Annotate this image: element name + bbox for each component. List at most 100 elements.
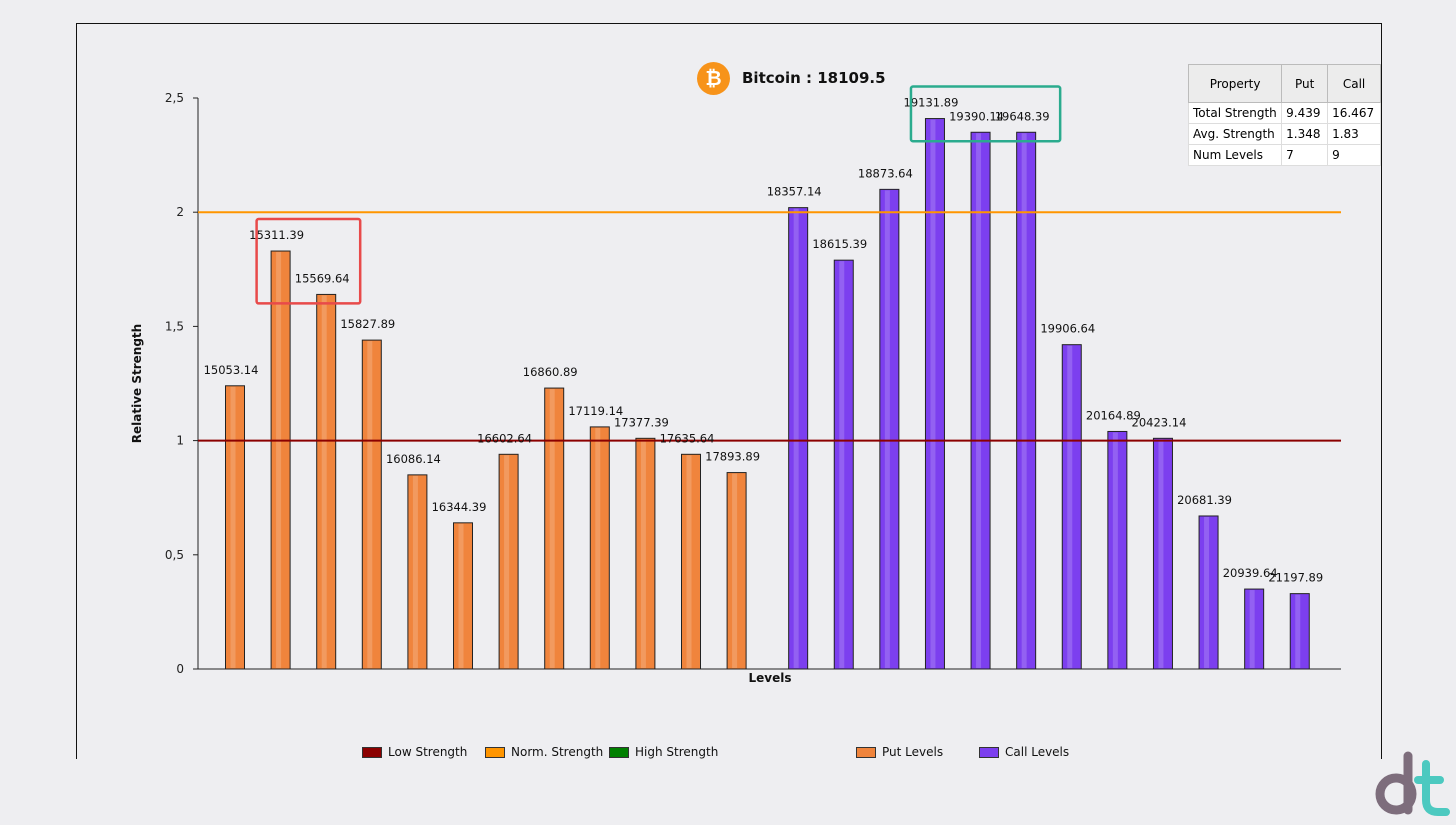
bar-call xyxy=(1244,588,1265,670)
bar-call xyxy=(1289,593,1310,670)
highlight-box xyxy=(255,217,362,305)
y-tick-label: 1 xyxy=(176,434,184,448)
legend-swatch-put xyxy=(856,746,876,758)
bar-highlight xyxy=(976,133,982,668)
legend-label: Low Strength xyxy=(388,745,468,759)
bar-put xyxy=(635,437,656,670)
table-cell: Num Levels xyxy=(1187,144,1283,166)
legend-swatch-high xyxy=(609,746,629,758)
bar-call xyxy=(1061,344,1082,670)
legend-label: Norm. Strength xyxy=(511,745,604,759)
bar-value-label: 16086.14 xyxy=(386,452,441,466)
bar-value-label: 15827.89 xyxy=(340,317,395,331)
bar-highlight xyxy=(504,455,510,668)
table-header-row: Property Put Call xyxy=(1187,64,1381,103)
table-cell: 16.467 xyxy=(1327,102,1381,124)
table-header-put: Put xyxy=(1281,64,1329,103)
bar-highlight xyxy=(549,389,555,668)
legend-label: High Strength xyxy=(635,745,719,759)
table-cell: 7 xyxy=(1281,144,1329,166)
y-tick-label: 0 xyxy=(176,662,184,676)
bar-highlight xyxy=(793,208,799,668)
bar-value-label: 15311.39 xyxy=(249,228,304,242)
y-tick-label: 2 xyxy=(176,205,184,219)
bar-value-label: 18873.64 xyxy=(858,166,913,180)
bar-highlight xyxy=(1295,594,1301,668)
bar-highlight xyxy=(732,473,738,668)
legend-label: Put Levels xyxy=(882,745,944,759)
y-tick-label: 0,5 xyxy=(165,548,184,562)
legend-put-levels: Put Levels xyxy=(856,745,943,759)
legend-label: Call Levels xyxy=(1005,745,1070,759)
y-axis-title: Relative Strength xyxy=(130,324,144,443)
bar-value-label: 16860.89 xyxy=(523,365,578,379)
bar-highlight xyxy=(230,386,236,668)
table-row: Total Strength 9.439 16.467 xyxy=(1187,102,1381,124)
bar-value-label: 17893.89 xyxy=(705,450,760,464)
bar-put xyxy=(726,472,747,670)
legend-norm-strength: Norm. Strength xyxy=(485,745,603,759)
bar-put xyxy=(316,293,337,670)
y-tick-label: 2,5 xyxy=(165,91,184,105)
highlight-box xyxy=(909,85,1062,143)
bar-highlight xyxy=(1158,439,1164,668)
bar-put xyxy=(361,339,382,670)
table-header-property: Property xyxy=(1187,64,1283,103)
bar-value-label: 19906.64 xyxy=(1040,322,1095,336)
bar-value-label: 18615.39 xyxy=(812,237,867,251)
bar-highlight xyxy=(839,261,845,668)
bar-value-label: 18357.14 xyxy=(767,185,822,199)
table-cell: 9.439 xyxy=(1281,102,1329,124)
chart-frame: 0 0,5 1 1,5 2 2,5 Relative Strength Levels 15053… xyxy=(76,23,1382,759)
bar-put xyxy=(589,426,610,670)
x-axis-title: Levels xyxy=(748,671,791,685)
bar-highlight xyxy=(1021,133,1027,668)
bar-highlight xyxy=(1112,432,1118,668)
y-tick-label: 1,5 xyxy=(165,319,184,333)
legend-swatch-low xyxy=(362,746,382,758)
bar-highlight xyxy=(367,341,373,668)
legend-high-strength: High Strength xyxy=(609,745,718,759)
bar-value-label: 17635.64 xyxy=(660,431,715,445)
bar-value-label: 20164.89 xyxy=(1086,408,1141,422)
stats-table: Property Put Call Total Strength 9.439 1… xyxy=(1187,64,1381,166)
bar-value-label: 16344.39 xyxy=(432,500,487,514)
bar-value-label: 19390.14 xyxy=(949,109,1004,123)
bar-call xyxy=(970,131,991,670)
bar-value-label: 15053.14 xyxy=(204,363,259,377)
bar-call xyxy=(1152,437,1173,670)
bar-value-label: 17119.14 xyxy=(568,404,623,418)
bar-put xyxy=(407,474,428,670)
legend-call-levels: Call Levels xyxy=(979,745,1069,759)
bar-put xyxy=(681,453,701,670)
bar-highlight xyxy=(412,475,418,668)
table-row: Num Levels 7 9 xyxy=(1187,144,1381,166)
bar-value-label: 16602.64 xyxy=(477,431,532,445)
bar-highlight xyxy=(1204,516,1210,668)
bar-highlight xyxy=(686,455,692,668)
chart-svg: 0 0,5 1 1,5 2 2,5 Relative Strength Levels 15053… xyxy=(130,85,1341,685)
chart-title: Bitcoin : 18109.5 xyxy=(742,69,886,87)
bar-put xyxy=(453,522,473,670)
bar-value-label: 21197.89 xyxy=(1268,571,1323,585)
bar-value-label: 17377.39 xyxy=(614,415,669,429)
bar-highlight xyxy=(276,252,282,668)
bar-put xyxy=(498,453,519,670)
bar-call xyxy=(1198,515,1219,670)
bar-put xyxy=(225,385,245,670)
legend-swatch-norm xyxy=(485,746,505,758)
bar-call xyxy=(1107,430,1128,670)
bitcoin-icon: ₿ xyxy=(697,61,730,95)
bar-highlight xyxy=(1067,345,1073,668)
legend-swatch-call xyxy=(979,746,999,758)
bar-value-label: 19131.89 xyxy=(904,96,959,110)
bar-call xyxy=(788,207,809,670)
bar-put xyxy=(270,250,291,670)
legend-low-strength: Low Strength xyxy=(362,745,467,759)
bar-highlight xyxy=(884,190,890,669)
table-cell: 1.348 xyxy=(1281,123,1329,145)
bar-value-label: 20939.64 xyxy=(1223,566,1278,580)
bar-value-label: 15569.64 xyxy=(295,271,350,285)
table-cell: 9 xyxy=(1327,144,1381,166)
bar-highlight xyxy=(640,439,646,668)
